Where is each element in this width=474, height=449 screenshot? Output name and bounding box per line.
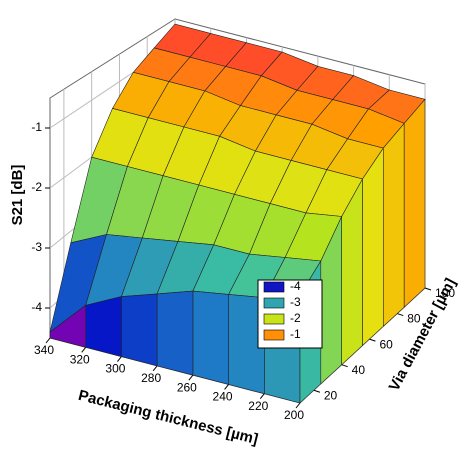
z-tick-label: -4 [31,300,42,314]
x-tick-label: 300 [105,362,125,376]
surface-side [192,290,229,385]
z-axis-label: S21 [dB] [9,165,26,226]
legend-label: -2 [290,311,301,325]
surface-side [85,296,122,357]
y-tick-label: 100 [435,286,455,300]
surface-side [156,290,194,376]
x-tick-label: 220 [248,399,268,413]
x-tick-label: 320 [70,352,90,366]
x-tick-label: 240 [213,390,233,404]
tick-mark [117,356,122,362]
tick-mark [341,364,348,368]
y-tick-label: 60 [379,337,393,351]
tick-mark [397,313,404,317]
surface-side [403,98,426,308]
legend-swatch [263,329,285,341]
tick-mark [424,287,432,291]
surface-side [362,147,384,347]
tick-mark [259,393,265,400]
tick-mark [369,338,376,342]
surface-side [121,293,158,367]
y-tick-label: 80 [407,312,421,326]
legend-swatch [263,297,285,309]
z-tick-label: -2 [31,180,42,194]
legend-label: -1 [290,327,301,341]
x-tick-label: 280 [141,371,161,385]
tick-mark [295,402,301,409]
legend-swatch [263,281,285,293]
tick-mark [152,365,158,372]
tick-mark [188,374,194,381]
tick-mark [313,389,321,393]
x-tick-label: 260 [177,380,197,394]
legend-swatch [263,313,285,325]
tick-mark [45,337,51,344]
legend-label: -3 [290,295,301,309]
legend-label: -4 [290,279,301,293]
x-tick-label: 200 [284,408,304,422]
legend: -4 -3 -2 -1 [257,279,323,349]
y-tick-label: 40 [352,363,366,377]
surface-side [49,304,86,348]
y-tick-label: 20 [324,388,338,402]
z-tick-label: -3 [31,240,42,254]
surface-side [382,122,405,327]
tick-mark [81,346,87,353]
tick-mark [224,384,229,390]
x-tick-label: 340 [34,343,54,357]
z-tick-label: -1 [31,120,42,134]
